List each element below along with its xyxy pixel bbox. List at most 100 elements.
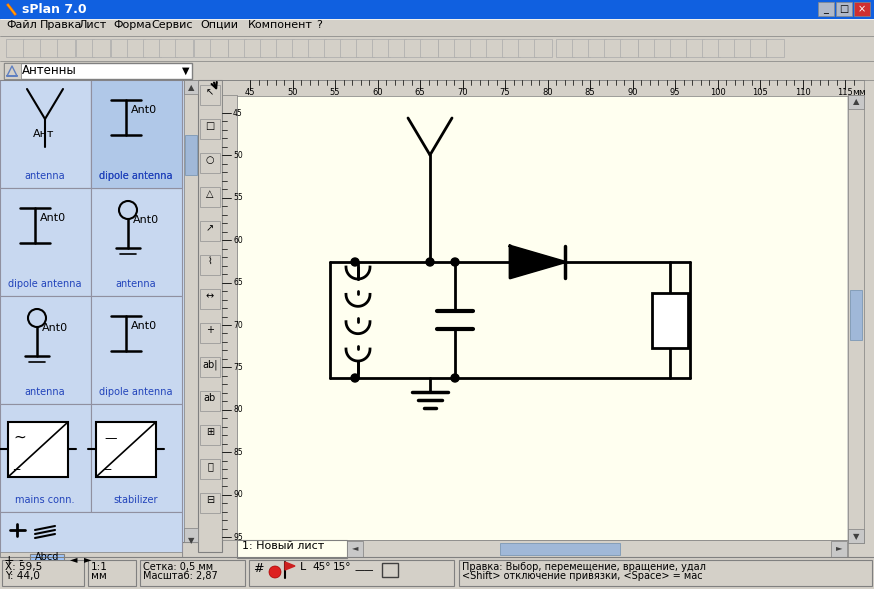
Bar [0,552,182,570]
Text: 85: 85 [585,88,595,97]
Text: -: - [18,554,23,567]
Bar [200,323,220,343]
Bar [237,540,347,558]
Text: 1: Новый лист: 1: Новый лист [242,541,324,551]
Bar [340,39,358,57]
Text: Антенны: Антенны [22,64,77,77]
Text: 45: 45 [233,108,243,117]
Bar [347,540,848,558]
Bar [260,39,278,57]
Bar [0,512,182,582]
Text: _: _ [13,457,19,470]
Bar [654,39,672,57]
Bar [184,528,198,542]
Bar [372,39,390,57]
Text: 90: 90 [233,490,243,499]
Bar [91,404,182,512]
Bar [200,289,220,309]
Text: △: △ [206,189,214,199]
Text: #: # [253,562,263,575]
Bar [127,39,145,57]
Bar [8,422,68,477]
Text: ◄: ◄ [70,554,78,564]
Text: +: + [4,554,15,567]
Bar [237,540,847,558]
Bar [836,2,852,16]
Bar [502,39,520,57]
Text: Опции: Опции [200,20,238,30]
Bar [500,543,620,555]
Bar [91,80,182,188]
Text: 95: 95 [233,532,243,541]
Bar [308,39,326,57]
Bar [347,541,363,557]
Bar [184,80,198,94]
Text: ◄: ◄ [351,543,358,552]
Text: Abcd: Abcd [35,552,59,562]
Bar [850,290,862,340]
Text: 115: 115 [837,88,853,97]
Text: Файл: Файл [6,20,37,30]
Text: ▲: ▲ [853,97,859,106]
Bar [4,63,21,79]
Text: 15°: 15° [333,562,351,572]
Text: ab: ab [204,393,216,403]
Circle shape [351,258,359,266]
Bar [30,554,64,568]
Text: 85: 85 [233,448,243,456]
Text: Ant0: Ant0 [131,321,157,331]
Bar [388,39,406,57]
Bar [604,39,622,57]
Bar [140,560,245,586]
Bar [88,560,136,586]
Text: ▼: ▼ [183,66,190,76]
Text: _: _ [823,4,829,14]
Text: antenna: antenna [24,387,66,397]
Text: Сетка: 0,5 мм: Сетка: 0,5 мм [143,562,213,572]
Text: Ant0: Ant0 [42,323,68,333]
Bar [91,188,182,296]
Bar [292,39,310,57]
Text: ►: ► [84,554,92,564]
Circle shape [451,258,459,266]
Bar [0,19,874,36]
Bar [244,39,262,57]
Text: 60: 60 [372,88,383,97]
Text: ?: ? [316,20,322,30]
Text: +: + [206,325,214,335]
Bar [848,529,864,543]
Bar [0,0,874,19]
Text: 90: 90 [628,88,638,97]
Text: Ант: Ант [33,129,54,139]
Text: 80: 80 [542,88,553,97]
Bar [159,39,177,57]
Bar [91,80,182,188]
Bar [702,39,720,57]
Bar [200,187,220,207]
Bar [200,357,220,377]
Text: 50: 50 [233,151,243,160]
Text: 70: 70 [457,88,468,97]
Text: 75: 75 [500,88,510,97]
Bar [0,557,874,589]
Text: □: □ [839,4,849,14]
Text: 60: 60 [233,236,243,244]
Bar [454,39,472,57]
Bar [459,560,872,586]
Bar [276,39,294,57]
Text: мм: мм [852,88,866,97]
Bar [750,39,768,57]
Bar [6,39,24,57]
Text: Правка: Правка [40,20,82,30]
Bar [620,39,638,57]
Circle shape [351,374,359,382]
Bar [686,39,704,57]
Text: ○: ○ [205,155,214,165]
Bar [0,61,874,80]
Bar [0,296,91,404]
Bar [0,404,91,512]
Text: □: □ [205,121,215,131]
Bar [356,39,374,57]
Text: 80: 80 [233,405,243,414]
Text: 75: 75 [233,363,243,372]
